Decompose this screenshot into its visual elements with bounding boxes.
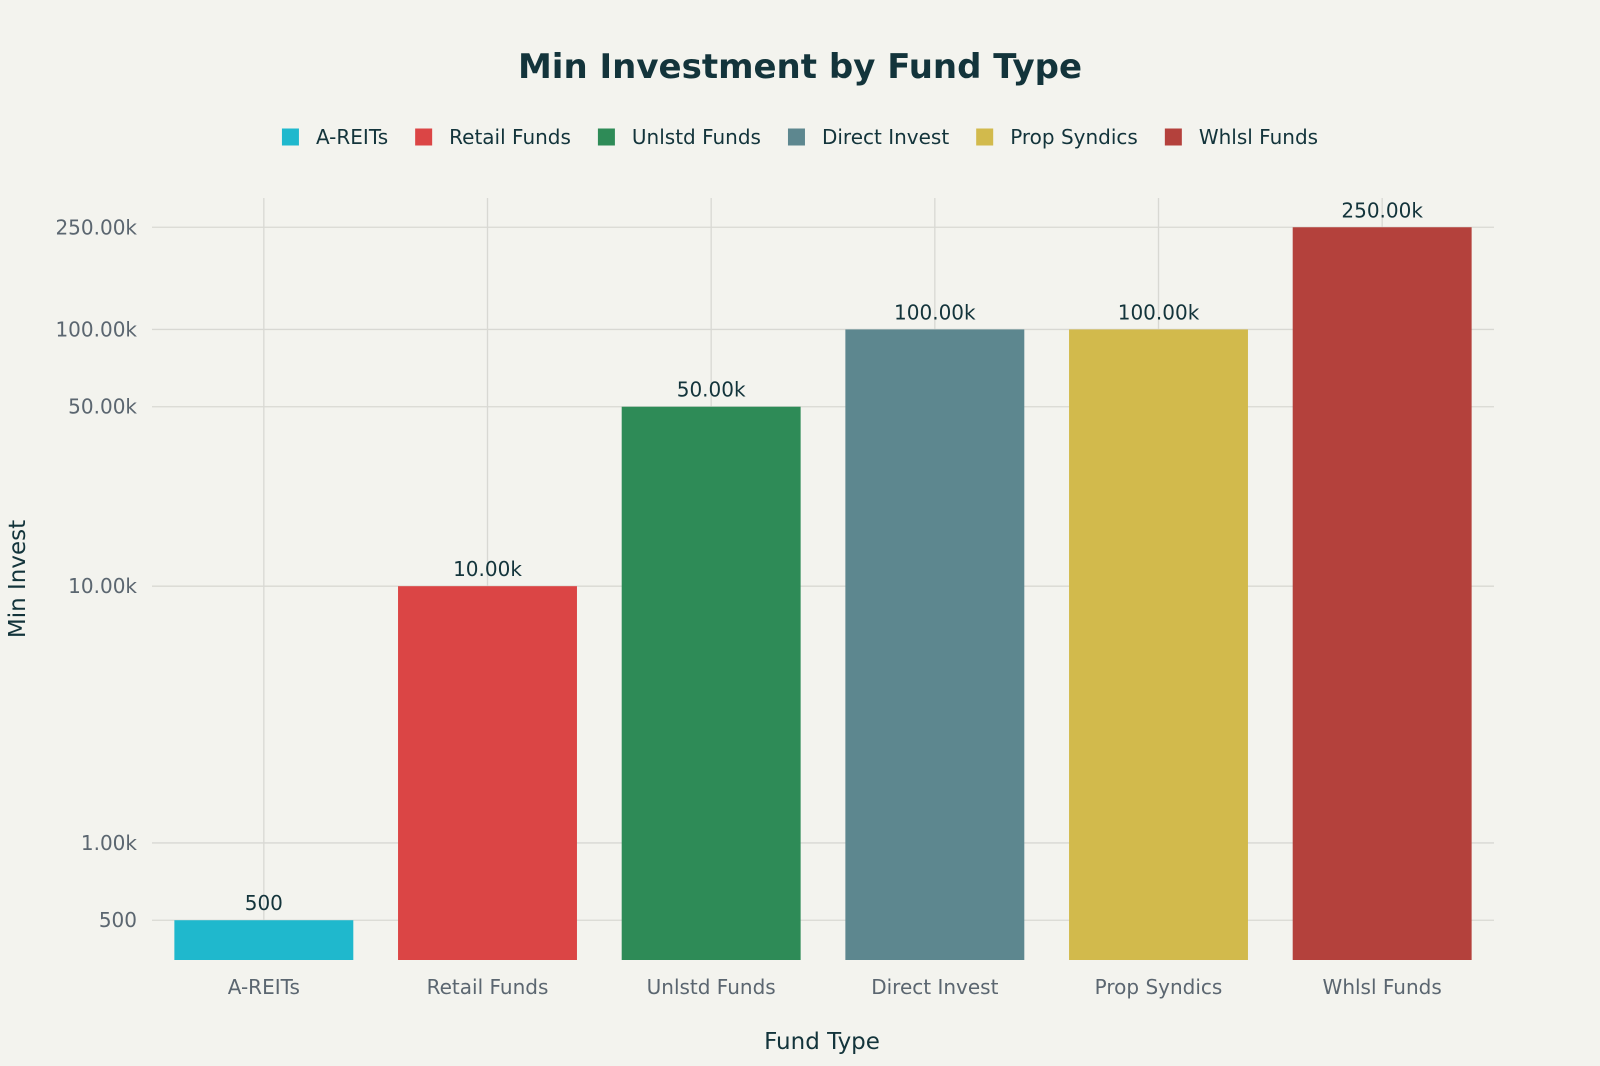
legend-label: Direct Invest xyxy=(822,125,949,149)
bar-1 xyxy=(398,586,577,960)
legend-label: A-REITs xyxy=(316,125,388,149)
y-tick-label: 250.00k xyxy=(55,215,137,239)
y-tick-label: 1.00k xyxy=(81,831,138,855)
bar-0 xyxy=(174,920,354,960)
x-tick-label: Whlsl Funds xyxy=(1323,975,1442,999)
legend-label: Unlstd Funds xyxy=(632,125,761,149)
chart-title: Min Investment by Fund Type xyxy=(518,47,1082,87)
legend-label: Retail Funds xyxy=(449,125,571,149)
data-labels: 500 10.00k 50.00k 100.00k 100.00k 250.00k xyxy=(245,198,1424,915)
legend-swatch xyxy=(281,128,299,146)
data-label: 100.00k xyxy=(1118,300,1200,324)
legend-swatch xyxy=(1164,128,1182,146)
legend-item[interactable]: Retail Funds xyxy=(415,125,571,149)
data-label: 250.00k xyxy=(1341,198,1423,222)
y-tick-label: 10.00k xyxy=(68,574,137,598)
x-tick-label: Direct Invest xyxy=(871,975,998,999)
legend-swatch xyxy=(787,128,805,146)
x-tick-label: Retail Funds xyxy=(427,975,549,999)
bars xyxy=(174,227,1472,961)
y-axis-title: Min Invest xyxy=(5,520,31,638)
legend-item[interactable]: Prop Syndics xyxy=(976,125,1138,149)
bar-2 xyxy=(621,406,801,960)
bar-5 xyxy=(1292,227,1472,960)
legend-item[interactable]: Whlsl Funds xyxy=(1164,125,1318,149)
legend-label: Prop Syndics xyxy=(1010,125,1138,149)
y-tick-label: 500 xyxy=(99,908,137,932)
data-label: 100.00k xyxy=(894,300,976,324)
x-axis-title: Fund Type xyxy=(764,1029,880,1055)
legend-swatch xyxy=(976,128,994,146)
legend-swatch xyxy=(597,128,615,146)
legend-swatch xyxy=(415,128,433,146)
bar-3 xyxy=(845,329,1025,961)
legend-label: Whlsl Funds xyxy=(1199,125,1318,149)
legend: A-REITs Retail Funds Unlstd Funds Direct In… xyxy=(281,125,1318,149)
y-tick-label: 100.00k xyxy=(55,317,137,341)
y-axis-ticks: 500 1.00k 10.00k 50.00k 100.00k 250.00k xyxy=(55,215,137,932)
data-label: 10.00k xyxy=(453,557,522,581)
x-tick-label: Unlstd Funds xyxy=(647,975,776,999)
y-tick-label: 50.00k xyxy=(68,395,137,419)
legend-item[interactable]: Direct Invest xyxy=(787,125,949,149)
data-label: 500 xyxy=(245,891,283,915)
data-label: 50.00k xyxy=(677,378,746,402)
legend-item[interactable]: Unlstd Funds xyxy=(597,125,761,149)
bar-4 xyxy=(1069,329,1248,961)
x-axis-ticks: A-REITs Retail Funds Unlstd Funds Direct In… xyxy=(228,975,1442,999)
x-tick-label: A-REITs xyxy=(228,975,300,999)
x-tick-label: Prop Syndics xyxy=(1095,975,1223,999)
legend-item[interactable]: A-REITs xyxy=(281,125,388,149)
